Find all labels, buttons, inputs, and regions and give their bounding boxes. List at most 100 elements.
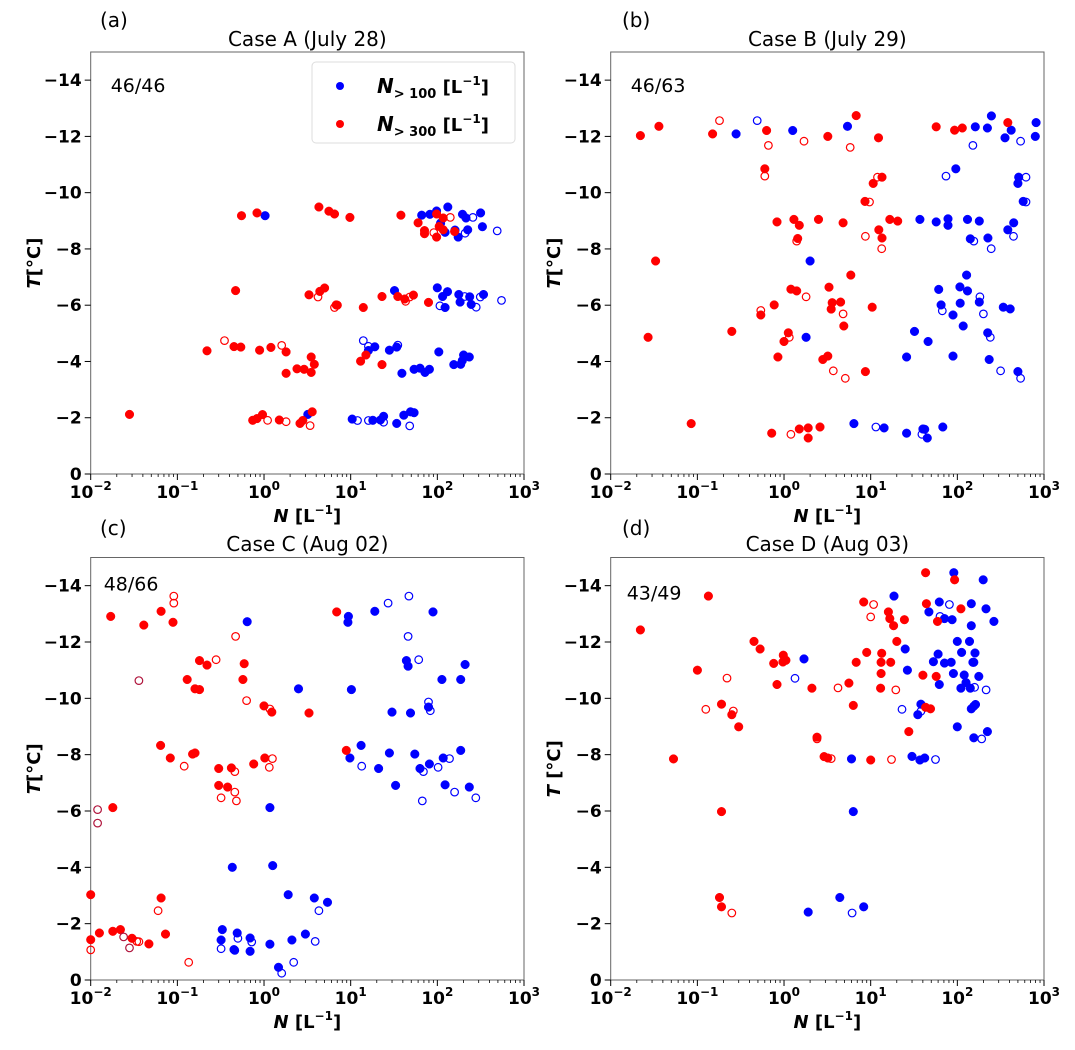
- data-point-filled: [440, 780, 450, 790]
- panel-title: Case A (July 28): [228, 27, 387, 51]
- data-point-filled: [826, 304, 836, 314]
- x-tick-label: 102: [941, 985, 973, 1009]
- data-point-open: [861, 231, 870, 241]
- data-point-filled: [974, 216, 984, 226]
- data-point-filled: [249, 759, 259, 769]
- data-point-open: [497, 296, 506, 305]
- data-point-open: [799, 136, 809, 146]
- data-point-filled: [952, 722, 962, 732]
- data-point-filled: [356, 356, 366, 366]
- data-point-filled: [789, 214, 799, 224]
- data-point-open: [263, 415, 273, 425]
- data-point-open: [379, 417, 389, 427]
- data-point-filled: [879, 423, 889, 433]
- data-point-filled: [345, 212, 355, 222]
- data-point-open: [985, 332, 995, 342]
- data-point-filled: [156, 893, 166, 903]
- data-point-open: [764, 140, 773, 150]
- x-tick-exponent: −1: [700, 985, 718, 999]
- data-point-filled: [773, 352, 783, 362]
- data-point-open: [216, 793, 226, 803]
- data-point-open: [393, 340, 403, 350]
- data-point-open: [866, 612, 876, 622]
- data-point-filled: [931, 217, 941, 227]
- legend-label: N> 300 [L−1]: [377, 112, 489, 140]
- legend-marker: [336, 82, 344, 90]
- data-point-filled: [314, 202, 324, 212]
- x-tick-label: 10−2: [70, 479, 112, 503]
- y-axis-label: T[°C]: [24, 238, 45, 289]
- x-axis-label: N [L−1]: [794, 503, 862, 527]
- data-point-filled: [341, 745, 351, 755]
- data-point-filled: [417, 210, 427, 220]
- data-point-filled: [347, 414, 357, 424]
- x-tick-base: 10: [421, 989, 445, 1009]
- data-point-filled: [392, 418, 402, 428]
- y-tick-label: −8: [576, 240, 602, 260]
- x-tick-exponent: 0: [272, 479, 280, 493]
- data-point-filled: [716, 699, 727, 709]
- data-point-filled: [345, 753, 355, 763]
- data-point-filled: [358, 302, 368, 313]
- data-point-filled: [731, 129, 741, 139]
- data-point-filled: [957, 647, 967, 657]
- data-point-filled: [267, 707, 277, 717]
- data-point-open: [289, 957, 299, 967]
- y-tick-label: −12: [564, 127, 602, 147]
- data-point-open: [937, 306, 947, 316]
- data-point-filled: [443, 202, 453, 212]
- data-point-filled: [298, 415, 308, 426]
- data-point-filled: [307, 407, 317, 417]
- data-point-open: [231, 632, 241, 641]
- data-point-open: [277, 968, 287, 978]
- data-point-filled: [403, 661, 413, 671]
- data-point-filled: [428, 607, 438, 617]
- y-axis-var: T: [24, 274, 45, 288]
- data-point-filled: [332, 607, 342, 617]
- data-point-filled: [450, 226, 460, 237]
- y-tick-label: −4: [576, 352, 602, 372]
- data-point-open: [1021, 197, 1031, 207]
- x-tick-label: 103: [508, 985, 540, 1009]
- y-tick-label: −2: [56, 915, 82, 935]
- data-point-filled: [772, 217, 782, 227]
- data-point-filled: [805, 256, 815, 266]
- y-axis-unit: [°C]: [24, 743, 45, 782]
- data-point-filled: [108, 926, 118, 936]
- series-n100: [216, 591, 481, 978]
- data-point-filled: [885, 214, 895, 224]
- x-tick-exponent: 3: [1052, 479, 1060, 493]
- data-point-filled: [769, 658, 779, 668]
- x-tick-base: 10: [335, 483, 359, 503]
- data-point-filled: [823, 131, 833, 141]
- data-point-filled: [144, 939, 154, 949]
- legend: N> 100 [L−1]N> 300 [L−1]: [311, 61, 516, 144]
- data-point-open: [891, 685, 901, 695]
- data-point-filled: [651, 256, 661, 266]
- data-point-open: [945, 600, 954, 609]
- data-point-filled: [424, 759, 434, 769]
- data-point-filled: [356, 740, 366, 750]
- data-point-open: [968, 140, 978, 150]
- plot-area: [610, 557, 1045, 981]
- data-point-open: [869, 600, 878, 609]
- data-point-filled: [799, 654, 809, 664]
- data-point-open: [727, 908, 737, 918]
- data-point-filled: [956, 604, 966, 614]
- data-point-open: [417, 796, 427, 806]
- data-point-open: [728, 706, 738, 716]
- data-point-filled: [970, 699, 981, 710]
- data-point-filled: [842, 121, 853, 131]
- data-point-open: [969, 236, 979, 246]
- data-point-filled: [962, 270, 972, 280]
- data-point-filled: [714, 892, 725, 903]
- x-tick-label: 100: [768, 479, 800, 503]
- data-point-filled: [955, 282, 965, 292]
- data-point-open: [471, 793, 481, 803]
- y-tick-label: −2: [576, 409, 602, 429]
- data-point-filled: [432, 283, 442, 293]
- data-point-filled: [405, 708, 416, 718]
- data-point-open: [433, 762, 443, 772]
